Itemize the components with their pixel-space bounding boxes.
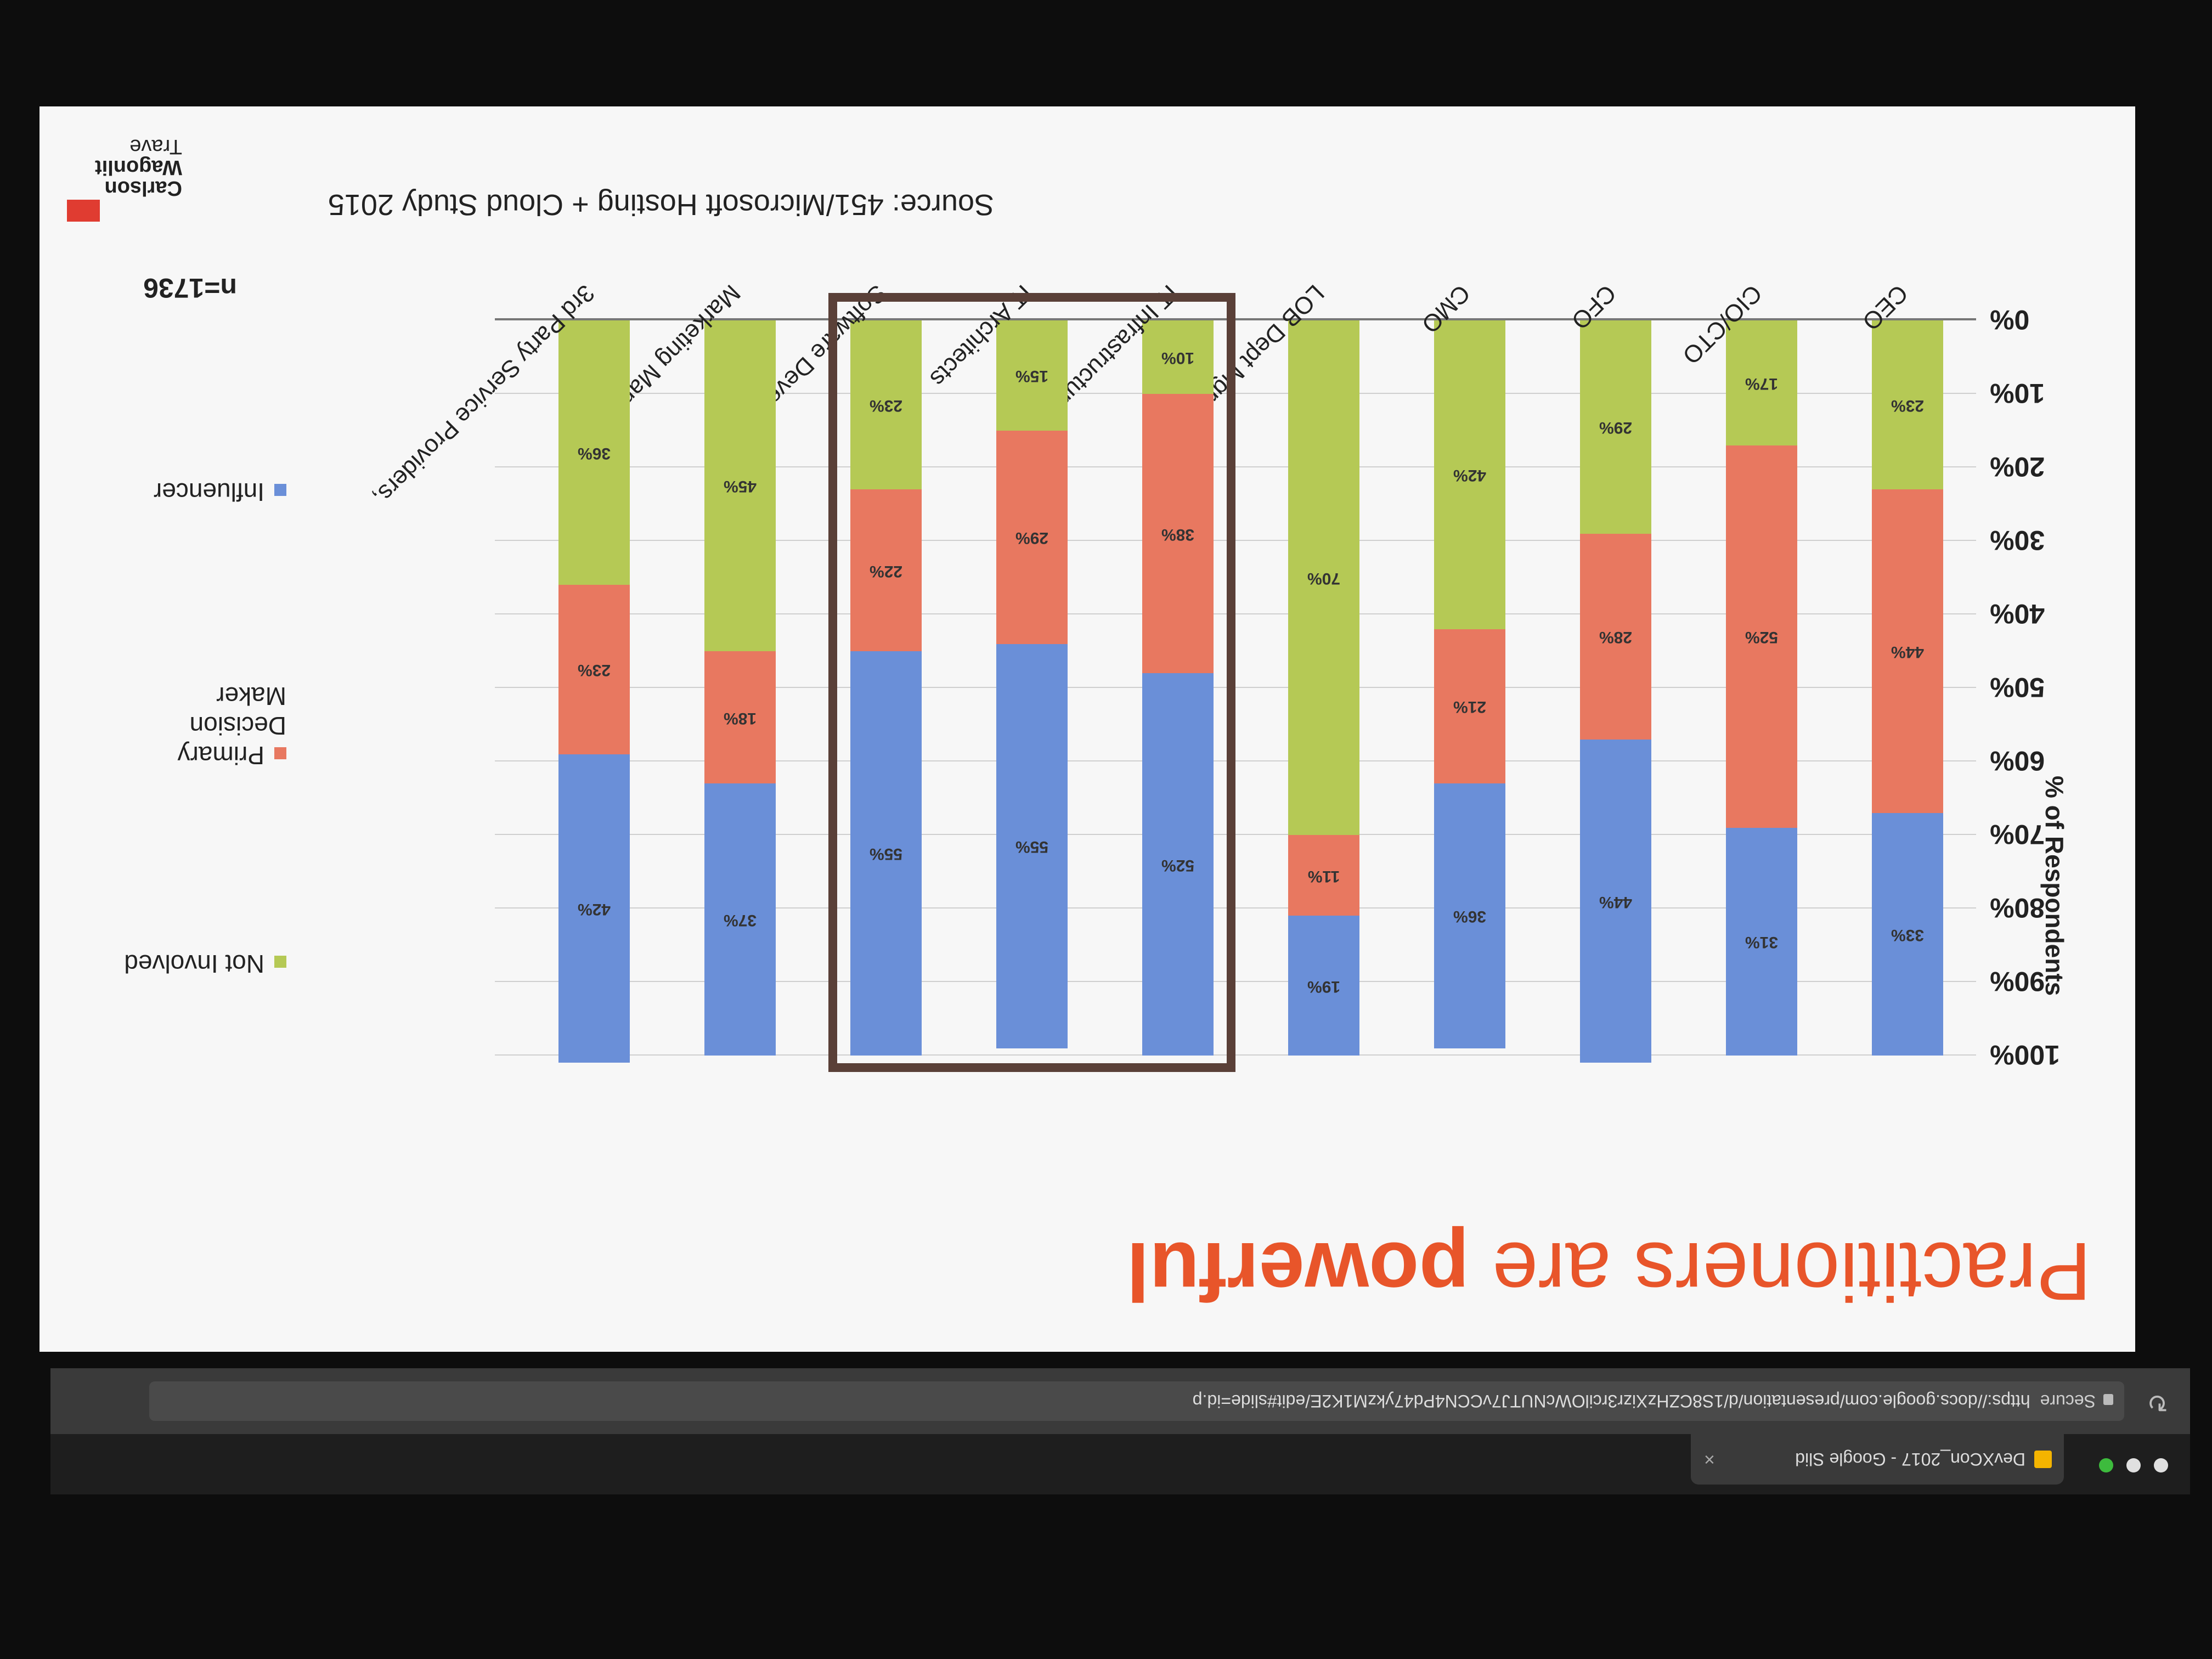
y-tick-label: 80%	[1990, 893, 2045, 923]
data-label: 45%	[723, 477, 757, 496]
bar-stack: 29% 28% 44%	[1580, 320, 1651, 1063]
reload-icon[interactable]: ↻	[2147, 1389, 2168, 1417]
y-tick-label: 50%	[1990, 672, 2045, 703]
browser-window: DevXCon_2017 - Google Slid × ↻ Secure htt…	[50, 1368, 2190, 1494]
data-label: 31%	[1745, 933, 1779, 952]
data-label: 37%	[723, 911, 757, 930]
y-tick-label: 40%	[1990, 599, 2045, 629]
minimize-window-icon[interactable]	[2126, 1458, 2141, 1472]
data-label: 70%	[1307, 569, 1341, 588]
data-label: 23%	[1891, 397, 1925, 415]
data-label: 21%	[1453, 698, 1487, 716]
data-label: 44%	[1891, 643, 1925, 661]
data-label: 19%	[1307, 977, 1341, 996]
title-prefix: Practitioners are	[1492, 1226, 2091, 1318]
logo-line: Wagonlit	[95, 156, 182, 179]
legend-item-primary-decision-maker: Primary Decision Maker	[122, 681, 286, 770]
url-input[interactable]: Secure https://docs.google.com/presentati…	[149, 1381, 2124, 1421]
lock-icon	[2103, 1394, 2113, 1406]
address-bar: ↻ Secure https://docs.google.com/presenta…	[50, 1368, 2190, 1434]
y-tick-label: 100%	[1990, 1040, 2060, 1070]
data-label: 44%	[1599, 893, 1633, 911]
data-label: 23%	[577, 661, 611, 680]
legend-label: Not Involved	[124, 950, 264, 978]
tab-google-slides[interactable]: DevXCon_2017 - Google Slid ×	[1691, 1434, 2064, 1485]
legend-item-not-involved: Not Involved	[124, 949, 286, 979]
tab-title: DevXCon_2017 - Google Slid	[1795, 1449, 2025, 1469]
bar-stack: 36% 23% 42%	[558, 320, 630, 1063]
legend-item-influencer: Influencer	[154, 477, 286, 507]
source-note: Source: 451/Microsoft Hosting + Cloud St…	[328, 188, 994, 221]
sample-size: n=1736	[143, 273, 237, 303]
logo-line: Carlson	[104, 177, 182, 200]
data-label: 11%	[1307, 867, 1340, 885]
y-tick-label: 90%	[1990, 966, 2045, 997]
close-window-icon[interactable]	[2154, 1458, 2168, 1472]
data-label: 33%	[1891, 926, 1925, 944]
y-tick-label: 0%	[1990, 304, 2030, 335]
maximize-window-icon[interactable]	[2099, 1458, 2113, 1472]
highlight-box	[828, 293, 1235, 1072]
company-logo: Carlson Wagonlit Trave	[56, 135, 182, 222]
legend-swatch	[274, 484, 286, 496]
data-label: 28%	[1599, 628, 1633, 647]
data-label: 36%	[1453, 907, 1487, 926]
legend-label: Primary Decision Maker	[177, 682, 286, 770]
title-emphasis: powerful	[1126, 1226, 1470, 1318]
y-tick-label: 70%	[1990, 819, 2045, 850]
y-tick-label: 20%	[1990, 452, 2045, 482]
y-tick-label: 10%	[1990, 378, 2045, 409]
bar-stack: 23% 44% 33%	[1872, 320, 1943, 1056]
data-label: 17%	[1745, 374, 1779, 393]
slides-icon	[2034, 1451, 2052, 1468]
tab-close-icon[interactable]: ×	[1704, 1449, 1715, 1470]
legend-label: Influencer	[153, 478, 264, 506]
url-text: https://docs.google.com/presentation/d/1…	[1192, 1391, 2030, 1411]
bar-stack: 70% 11% 19%	[1288, 320, 1359, 1056]
bar-stack: 17% 52% 31%	[1726, 320, 1797, 1056]
logo-flag-icon	[67, 200, 100, 222]
data-label: 36%	[577, 444, 611, 463]
y-tick-label: 30%	[1990, 525, 2045, 556]
data-label: 52%	[1745, 628, 1779, 647]
tab-bar: DevXCon_2017 - Google Slid ×	[50, 1434, 2190, 1494]
legend-swatch	[274, 956, 286, 968]
slide: Practitioners are powerful Carlson Wagon…	[40, 106, 2135, 1352]
bar-stack: 45% 18% 37%	[704, 320, 776, 1056]
legend-swatch	[274, 747, 286, 760]
logo-line: Trave	[129, 135, 182, 158]
y-tick-label: 60%	[1990, 746, 2045, 776]
data-label: 29%	[1599, 419, 1633, 437]
bar-stack: 42% 21% 36%	[1434, 320, 1505, 1056]
data-label: 42%	[1453, 466, 1487, 485]
y-axis-label: % of Respondents	[2040, 776, 2069, 996]
data-label: 42%	[577, 900, 611, 918]
data-label: 18%	[723, 709, 757, 727]
security-label: Secure	[2040, 1391, 2096, 1411]
slide-title: Practitioners are powerful	[1126, 1224, 2091, 1319]
